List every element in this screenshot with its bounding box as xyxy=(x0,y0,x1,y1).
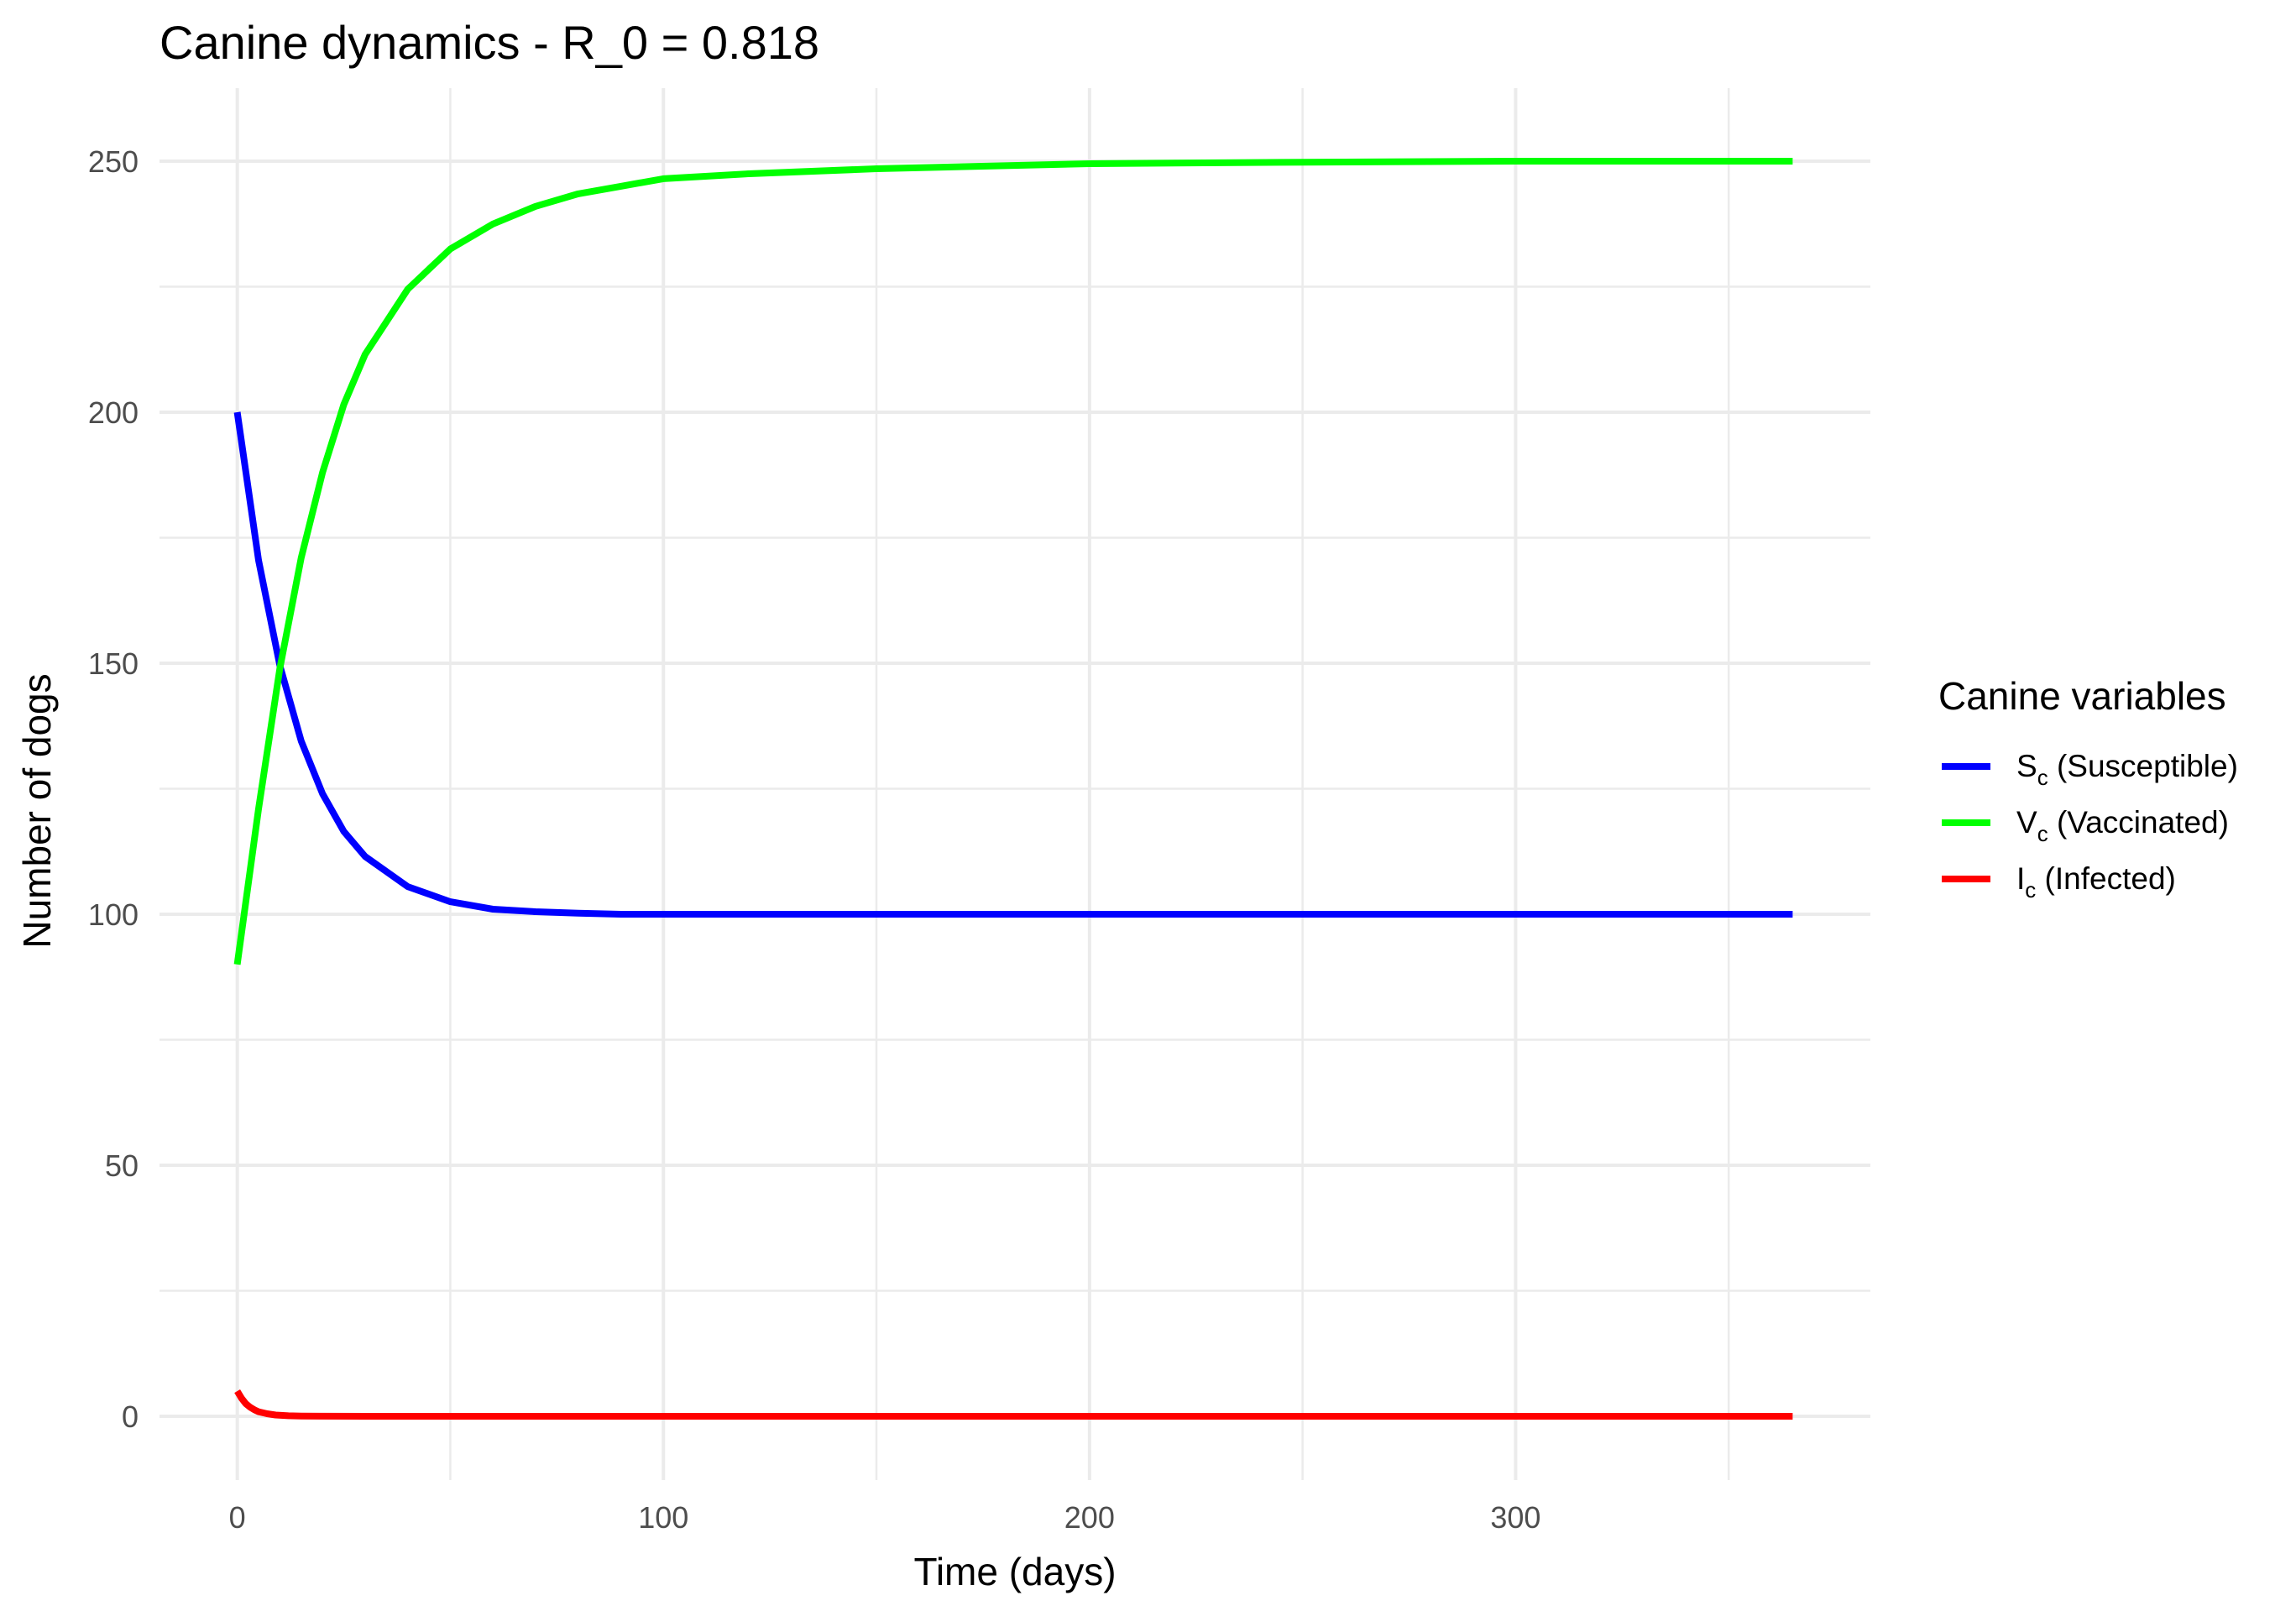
x-tick-label: 300 xyxy=(1490,1500,1540,1535)
legend-label-i: Ic (Infected) xyxy=(2016,861,2176,902)
x-tick-label: 0 xyxy=(229,1500,246,1535)
axes: 0 100 200 300 0 50 100 150 200 250 xyxy=(88,144,1541,1535)
x-axis-title: Time (days) xyxy=(913,1550,1116,1593)
x-tick-label: 100 xyxy=(638,1500,688,1535)
y-tick-label: 50 xyxy=(105,1148,139,1183)
x-tick-label: 200 xyxy=(1064,1500,1115,1535)
legend-title: Canine variables xyxy=(1938,674,2226,718)
legend-items: Sc (Susceptible) Vc (Vaccinated) Ic (Infec… xyxy=(1942,749,2238,902)
series-line-s xyxy=(233,411,1793,918)
series-lines xyxy=(233,158,1793,1420)
y-tick-label: 100 xyxy=(88,897,139,932)
y-axis-title: Number of dogs xyxy=(15,673,59,948)
y-tick-label: 200 xyxy=(88,395,139,430)
series-line-v xyxy=(233,158,1793,965)
legend-label-v: Vc (Vaccinated) xyxy=(2016,805,2229,846)
chart-title: Canine dynamics - R_0 = 0.818 xyxy=(160,16,819,69)
y-tick-label: 150 xyxy=(88,646,139,681)
y-tick-label: 0 xyxy=(122,1399,139,1434)
legend-label-s: Sc (Susceptible) xyxy=(2016,749,2238,790)
y-tick-label: 250 xyxy=(88,144,139,179)
legend: Canine variables Sc (Susceptible) Vc (Vac… xyxy=(1938,674,2238,902)
series-line-i xyxy=(234,1389,1793,1420)
grid xyxy=(160,88,1870,1480)
